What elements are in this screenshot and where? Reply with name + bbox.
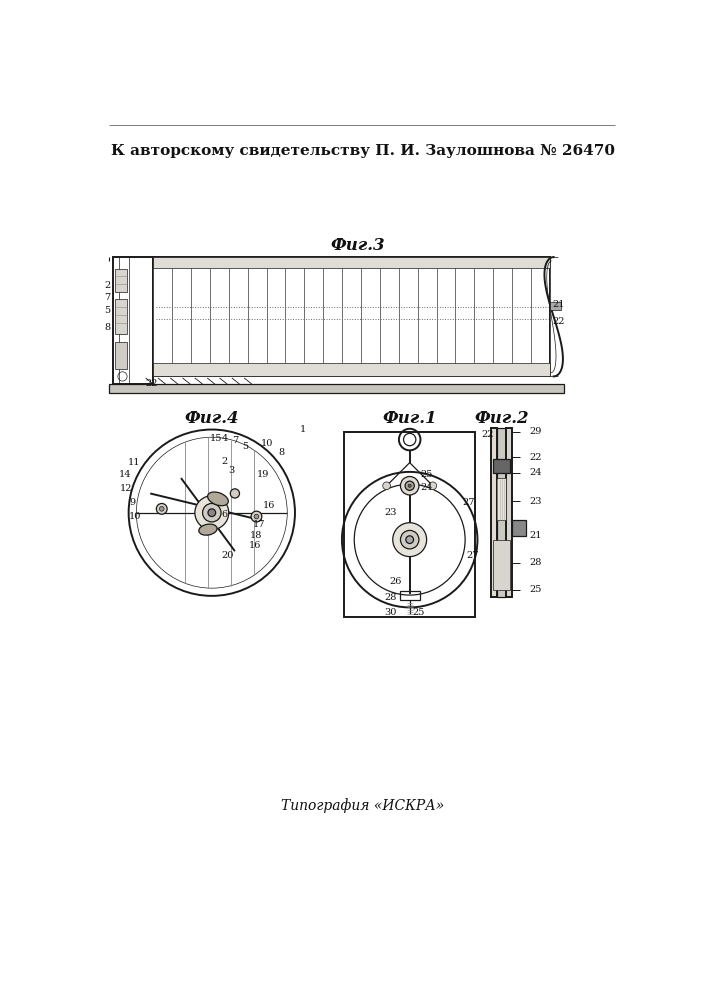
Circle shape [429, 482, 437, 490]
Circle shape [400, 477, 419, 495]
Bar [153, 257, 550, 268]
Text: 16: 16 [249, 541, 261, 550]
Text: 25: 25 [413, 608, 425, 617]
Bar [491, 428, 497, 597]
Text: Фиг.2: Фиг.2 [475, 410, 530, 427]
Bar [115, 342, 127, 369]
Bar [113, 257, 153, 384]
Ellipse shape [199, 524, 217, 535]
Bar [512, 520, 526, 536]
Text: 26: 26 [390, 578, 402, 586]
Circle shape [404, 433, 416, 446]
Text: 8: 8 [104, 323, 110, 332]
Bar [497, 478, 506, 520]
Text: 5: 5 [104, 306, 110, 315]
Circle shape [382, 482, 390, 490]
Text: 22: 22 [481, 430, 493, 439]
Circle shape [160, 507, 164, 511]
Circle shape [251, 511, 262, 522]
Text: 2: 2 [222, 457, 228, 466]
Text: 20: 20 [221, 551, 233, 560]
Text: 22: 22 [529, 453, 542, 462]
Text: 30: 30 [385, 608, 397, 617]
Bar [153, 257, 550, 376]
Text: 6: 6 [222, 510, 228, 519]
Text: 22: 22 [146, 379, 158, 388]
Circle shape [230, 489, 240, 498]
Ellipse shape [208, 492, 228, 506]
Circle shape [203, 503, 221, 522]
Text: 21: 21 [529, 531, 542, 540]
Text: 8: 8 [278, 448, 284, 457]
Text: 10: 10 [261, 439, 274, 448]
Circle shape [195, 496, 229, 530]
Text: 25: 25 [421, 470, 433, 479]
Text: 2: 2 [104, 281, 110, 290]
Text: 17: 17 [253, 520, 266, 529]
Text: Фиг.4: Фиг.4 [185, 410, 239, 427]
Circle shape [254, 514, 259, 519]
Bar [493, 459, 510, 473]
Text: 29: 29 [529, 427, 542, 436]
Text: 7: 7 [104, 293, 110, 302]
Text: 21: 21 [553, 300, 566, 309]
Text: 7: 7 [232, 436, 238, 445]
Text: 23: 23 [384, 508, 397, 517]
Circle shape [408, 484, 411, 487]
Text: 27: 27 [467, 551, 479, 560]
Text: 15: 15 [209, 434, 222, 443]
Text: К авторскому свидетельству П. И. Заулошнова № 26470: К авторскому свидетельству П. И. Заулошн… [111, 144, 614, 158]
Bar [399, 591, 420, 600]
Text: 4: 4 [222, 434, 228, 443]
Text: Фиг.1: Фиг.1 [382, 410, 437, 427]
Text: 16: 16 [262, 500, 275, 510]
Text: 9: 9 [129, 498, 136, 507]
Text: 24: 24 [421, 483, 433, 492]
Text: 10: 10 [129, 512, 141, 521]
Circle shape [405, 481, 414, 490]
Circle shape [406, 536, 414, 544]
Text: 11: 11 [128, 458, 140, 467]
Text: 19: 19 [257, 470, 269, 479]
Bar [550, 302, 561, 310]
Text: 3: 3 [228, 466, 234, 475]
Bar [497, 428, 506, 597]
Text: 23: 23 [529, 497, 542, 506]
Circle shape [208, 509, 216, 517]
Circle shape [393, 523, 426, 557]
Bar [110, 384, 563, 393]
Text: 12: 12 [120, 484, 133, 493]
Circle shape [156, 503, 167, 514]
Bar [115, 299, 127, 334]
Text: 24: 24 [529, 468, 542, 477]
Bar [344, 432, 475, 617]
Text: 22: 22 [553, 317, 566, 326]
Text: 27: 27 [462, 498, 475, 507]
Bar [493, 540, 510, 590]
Bar [506, 428, 512, 597]
Text: 14: 14 [119, 470, 131, 479]
Text: 25: 25 [529, 585, 542, 594]
Bar [153, 363, 550, 376]
Text: 5: 5 [243, 442, 249, 451]
Text: 28: 28 [385, 593, 397, 602]
Text: 1: 1 [300, 425, 306, 434]
Text: 18: 18 [250, 531, 262, 540]
Text: Типография «ИСКРА»: Типография «ИСКРА» [281, 798, 444, 813]
Text: Фиг.3: Фиг.3 [331, 237, 385, 254]
Bar [115, 269, 127, 292]
Text: 28: 28 [529, 558, 542, 567]
Circle shape [400, 530, 419, 549]
